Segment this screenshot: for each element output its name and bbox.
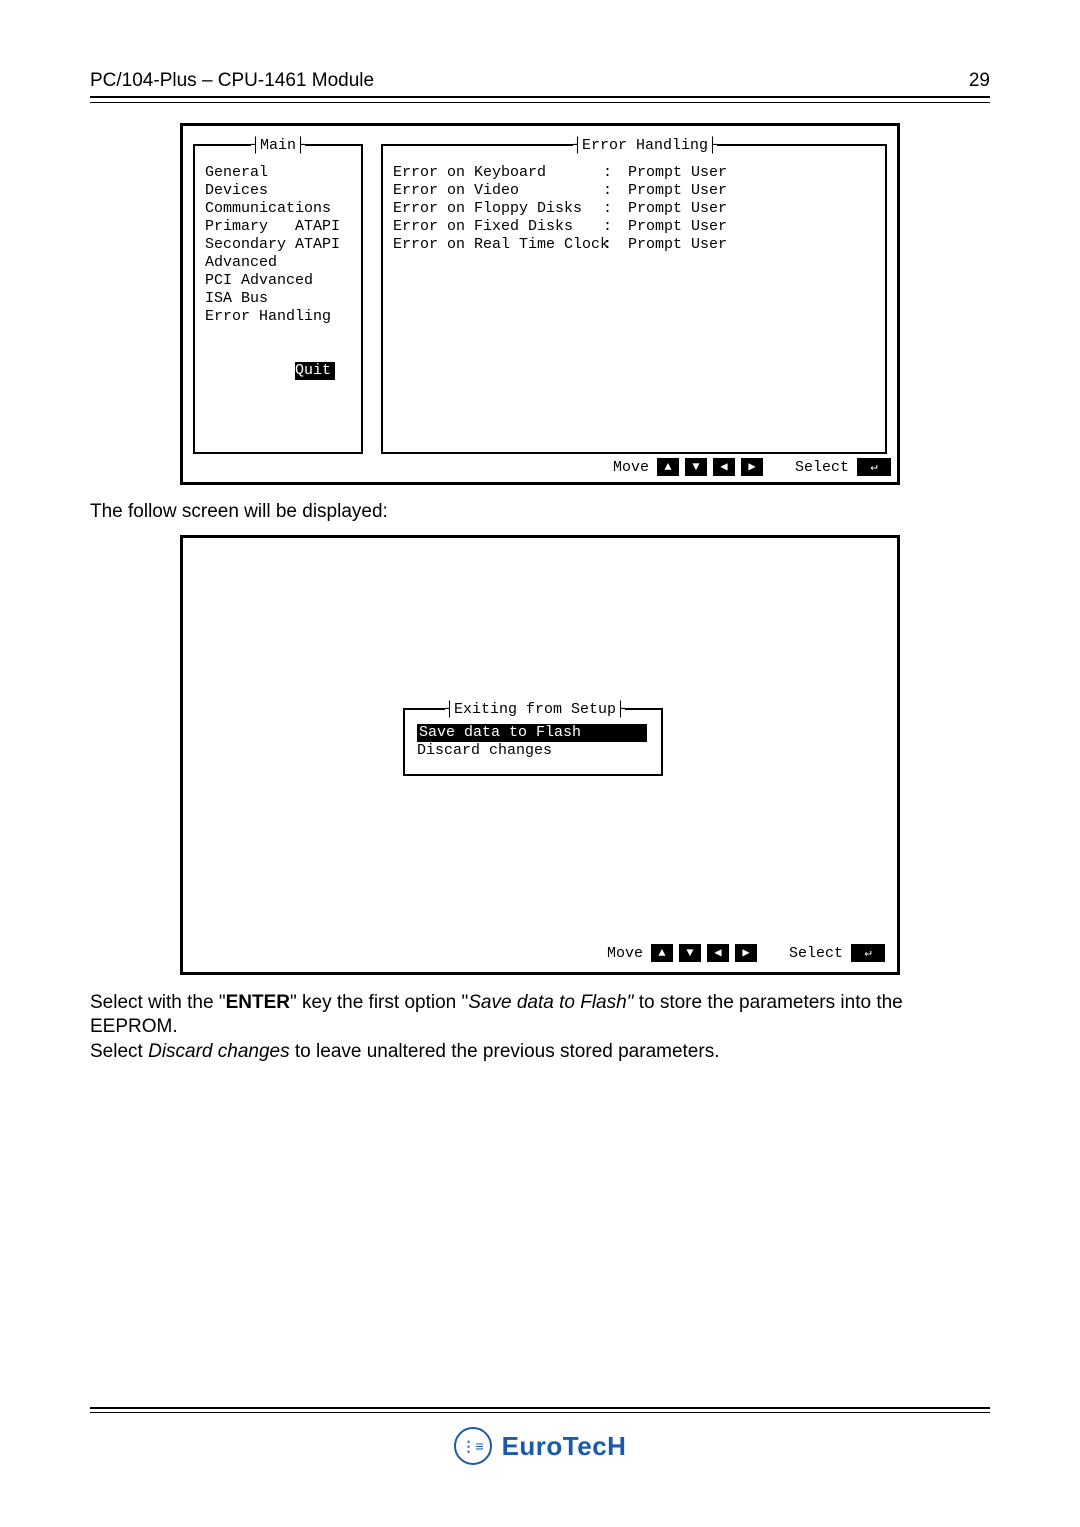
arrow-up-icon[interactable]: ▲ bbox=[657, 458, 679, 476]
error-value: Prompt User bbox=[619, 200, 727, 218]
error-row: Error on Keyboard: Prompt User bbox=[393, 164, 877, 182]
select-label: Select bbox=[795, 459, 851, 476]
error-label: Error on Real Time Clock bbox=[393, 236, 603, 254]
paragraph-1: The follow screen will be displayed: bbox=[90, 501, 990, 523]
enter-key-icon[interactable]: ↵ bbox=[857, 458, 891, 476]
menu-item[interactable]: Primary ATAPI bbox=[205, 218, 353, 236]
error-label: Error on Keyboard bbox=[393, 164, 603, 182]
bios-screen-2: ┤Exiting from Setup├ Save data to Flash … bbox=[180, 535, 900, 975]
arrow-left-icon[interactable]: ◀ bbox=[713, 458, 735, 476]
footer-logo: ⋮≡ EuroTecH bbox=[0, 1427, 1080, 1465]
main-panel-title: ┤Main├ bbox=[251, 137, 305, 154]
arrow-left-icon-2[interactable]: ◀ bbox=[707, 944, 729, 962]
arrow-right-icon-2[interactable]: ▶ bbox=[735, 944, 757, 962]
menu-item-quit[interactable]: Quit bbox=[205, 344, 353, 398]
bios-screen-1: ┤Main├ GeneralDevicesCommunicationsPrima… bbox=[180, 123, 900, 485]
error-label: Error on Video bbox=[393, 182, 603, 200]
menu-item[interactable]: General bbox=[205, 164, 353, 182]
footer-rule-bottom bbox=[90, 1412, 990, 1413]
arrow-down-icon[interactable]: ▼ bbox=[685, 458, 707, 476]
bios1-footer: Move ▲ ▼ ◀ ▶ Select ↵ bbox=[183, 454, 897, 482]
eurotech-logo-icon: ⋮≡ bbox=[454, 1427, 492, 1465]
colon: : bbox=[603, 182, 619, 200]
error-label: Error on Floppy Disks bbox=[393, 200, 603, 218]
header-page-number: 29 bbox=[969, 70, 990, 92]
error-row: Error on Fixed Disks: Prompt User bbox=[393, 218, 877, 236]
eurotech-logo-text: EuroTecH bbox=[502, 1431, 627, 1462]
menu-item[interactable]: Communications bbox=[205, 200, 353, 218]
error-handling-panel: ┤Error Handling├ Error on Keyboard: Prom… bbox=[381, 144, 887, 454]
error-value: Prompt User bbox=[619, 236, 727, 254]
menu-item[interactable]: Error Handling bbox=[205, 308, 353, 326]
colon: : bbox=[603, 200, 619, 218]
exit-option-discard[interactable]: Discard changes bbox=[417, 742, 651, 760]
header-rule-bottom bbox=[90, 102, 990, 103]
bios2-footer: Move ▲ ▼ ◀ ▶ Select ↵ bbox=[601, 940, 891, 968]
menu-item[interactable]: ISA Bus bbox=[205, 290, 353, 308]
error-panel-title: ┤Error Handling├ bbox=[573, 137, 717, 154]
move-label: Move bbox=[613, 459, 651, 476]
footer-rule-top bbox=[90, 1407, 990, 1409]
menu-item[interactable]: Advanced bbox=[205, 254, 353, 272]
exit-panel-title: ┤Exiting from Setup├ bbox=[445, 701, 625, 718]
colon: : bbox=[603, 164, 619, 182]
colon: : bbox=[603, 236, 619, 254]
menu-item[interactable]: Secondary ATAPI bbox=[205, 236, 353, 254]
error-row: Error on Real Time Clock: Prompt User bbox=[393, 236, 877, 254]
error-value: Prompt User bbox=[619, 182, 727, 200]
error-label: Error on Fixed Disks bbox=[393, 218, 603, 236]
move-label-2: Move bbox=[607, 945, 645, 962]
main-panel: ┤Main├ GeneralDevicesCommunicationsPrima… bbox=[193, 144, 363, 454]
error-value: Prompt User bbox=[619, 164, 727, 182]
arrow-up-icon-2[interactable]: ▲ bbox=[651, 944, 673, 962]
enter-key-icon-2[interactable]: ↵ bbox=[851, 944, 885, 962]
menu-item[interactable]: Devices bbox=[205, 182, 353, 200]
arrow-right-icon[interactable]: ▶ bbox=[741, 458, 763, 476]
arrow-down-icon-2[interactable]: ▼ bbox=[679, 944, 701, 962]
exit-option-save[interactable]: Save data to Flash bbox=[417, 724, 651, 742]
header-title: PC/104-Plus – CPU-1461 Module bbox=[90, 70, 374, 92]
error-value: Prompt User bbox=[619, 218, 727, 236]
page-header: PC/104-Plus – CPU-1461 Module 29 bbox=[90, 70, 990, 96]
exit-panel: ┤Exiting from Setup├ Save data to Flash … bbox=[403, 708, 663, 776]
header-rule-top bbox=[90, 96, 990, 98]
error-row: Error on Video: Prompt User bbox=[393, 182, 877, 200]
select-label-2: Select bbox=[789, 945, 845, 962]
body-paragraph: Select with the "ENTER" key the first op… bbox=[90, 991, 990, 1064]
colon: : bbox=[603, 218, 619, 236]
menu-item[interactable]: PCI Advanced bbox=[205, 272, 353, 290]
error-row: Error on Floppy Disks: Prompt User bbox=[393, 200, 877, 218]
